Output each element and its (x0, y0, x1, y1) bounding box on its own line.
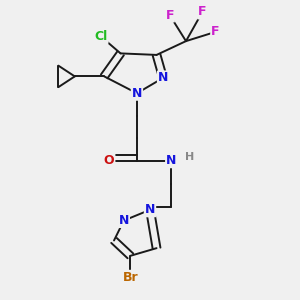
Text: N: N (145, 203, 155, 216)
Text: N: N (132, 87, 142, 100)
Text: F: F (198, 5, 207, 19)
Text: H: H (184, 152, 194, 162)
Text: N: N (118, 214, 129, 227)
Text: F: F (211, 26, 220, 38)
Text: F: F (165, 8, 174, 22)
Text: O: O (104, 154, 114, 167)
Text: N: N (158, 71, 168, 84)
Text: Br: Br (123, 271, 138, 284)
Text: Cl: Cl (94, 30, 108, 43)
Text: N: N (166, 154, 176, 167)
